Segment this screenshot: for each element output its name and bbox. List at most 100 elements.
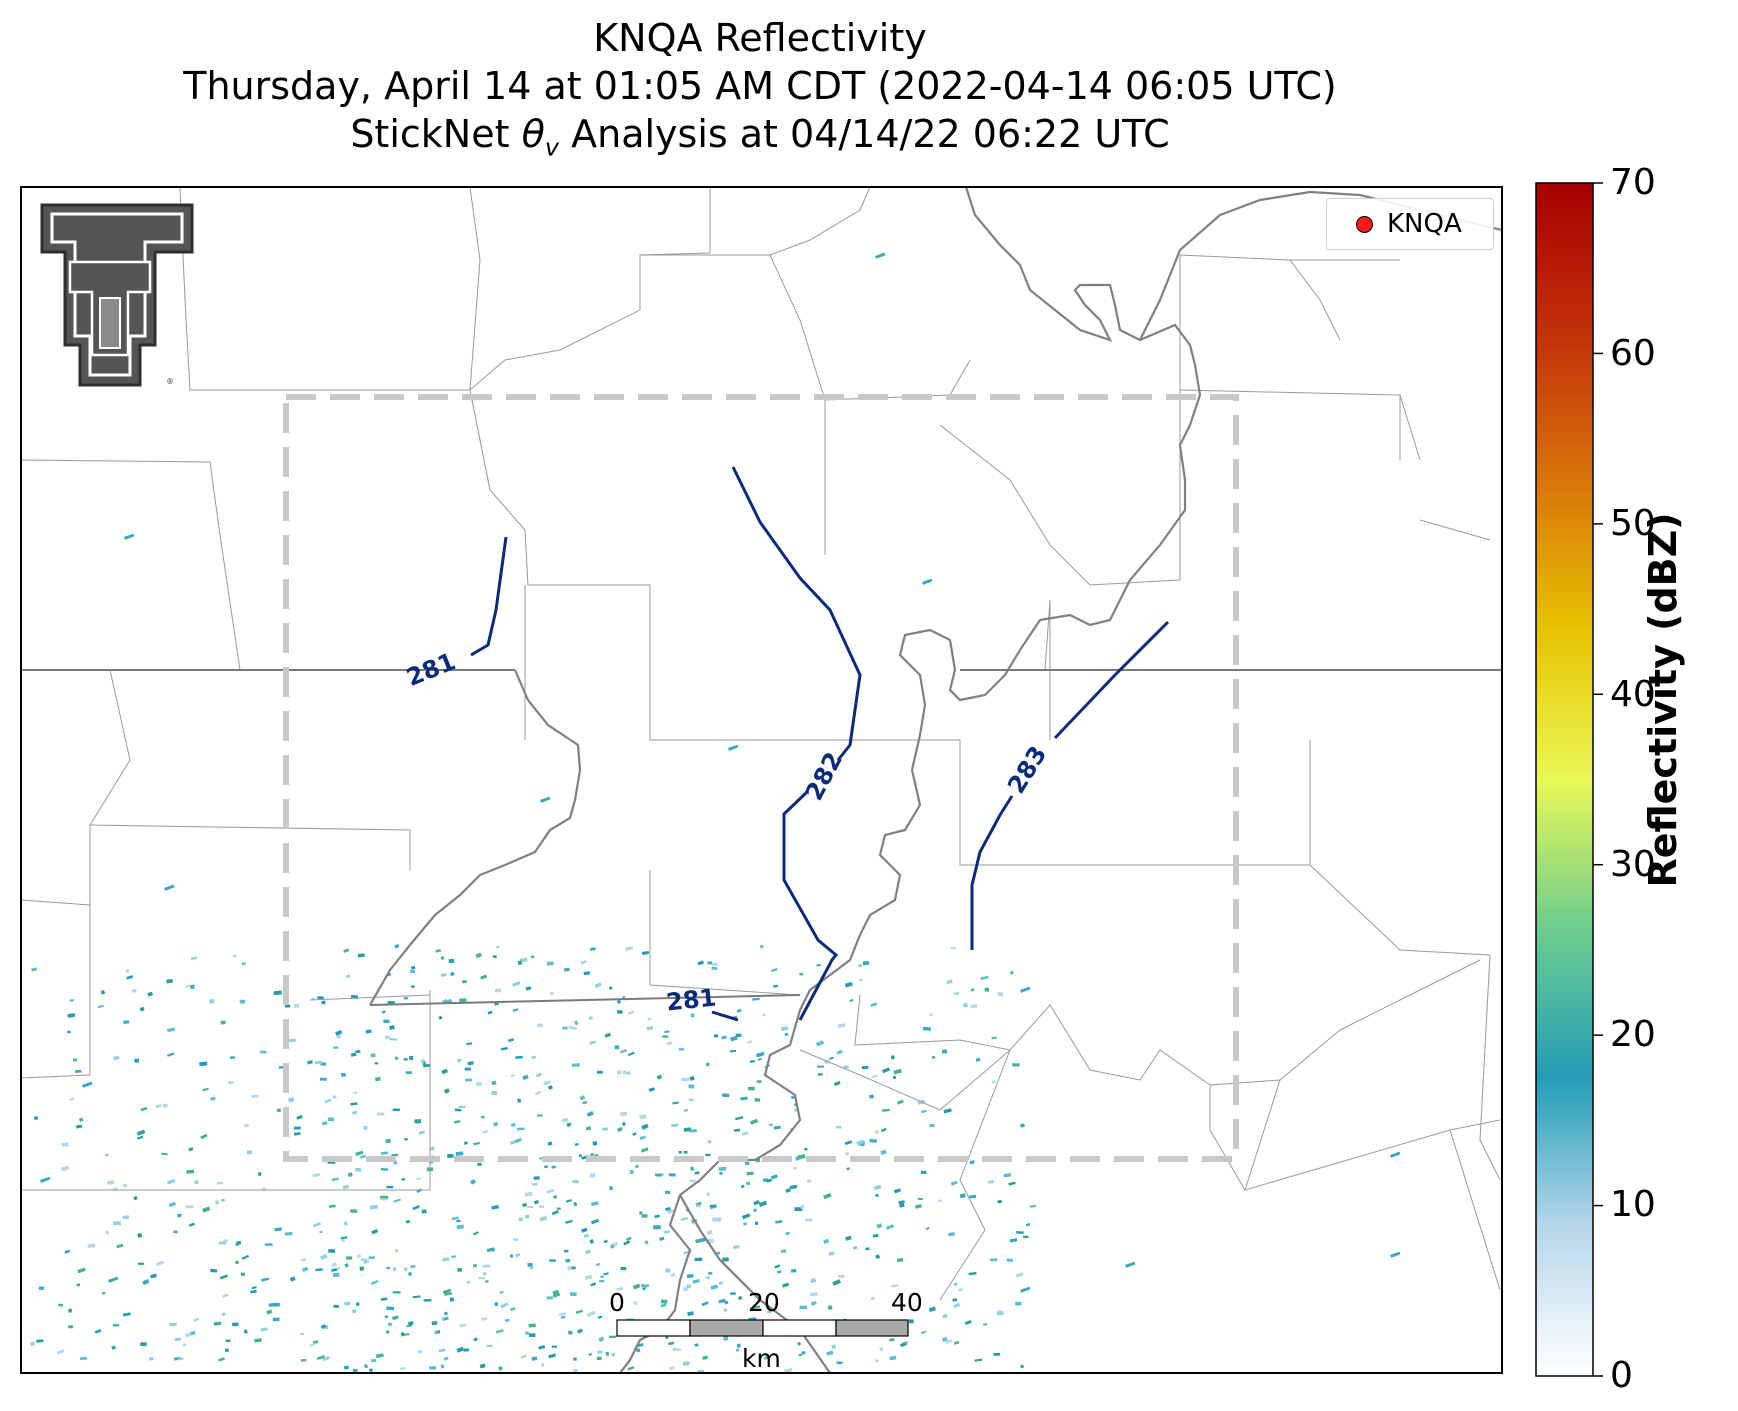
echo-pixel [984,987,990,992]
echo-pixel [872,1234,879,1238]
echo-pixel [533,1200,540,1205]
echo-pixel [319,1230,323,1234]
echo-pixel [392,1291,401,1294]
echo-pixel [136,1129,146,1136]
echo-pixel [983,1323,988,1326]
echo-pixel [108,1276,119,1283]
echo-pixel [360,1257,368,1262]
colorbar-tick-label: 40 [1610,674,1656,715]
echo-pixel [182,1343,187,1347]
echo-pixel [719,1171,723,1176]
echo-pixel [835,1125,842,1129]
echo-pixel [664,1030,670,1033]
title-line-2: Thursday, April 14 at 01:05 AM CDT (2022… [183,64,1337,108]
echo-pixel [494,988,502,993]
echo-pixel [942,1336,948,1342]
echo-pixel [882,1108,890,1112]
echo-pixel [584,1274,593,1281]
echo-pixel [387,1322,392,1326]
echo-pixel [574,1020,579,1026]
echo-pixel [730,1292,736,1295]
echo-pixel [393,1198,401,1203]
echo-pixel [482,1129,489,1134]
echo-pixel [210,1096,216,1101]
echo-pixel [40,1176,51,1183]
echo-pixel [950,947,956,950]
echo-pixel [352,1369,358,1373]
echo-pixel [515,1252,521,1258]
echo-pixel [386,1266,391,1270]
echo-pixel [1009,1238,1018,1243]
echo-pixel [169,1322,177,1327]
echo-pixel [727,744,739,751]
echo-pixel [112,1186,119,1192]
echo-pixel [705,1153,711,1157]
echo-pixel [123,1183,128,1188]
echo-pixel [101,1291,106,1295]
echo-pixel [221,1198,225,1202]
echo-pixel [507,1037,515,1043]
echo-pixel [653,1225,661,1230]
echo-pixel [870,1297,875,1301]
echo-pixel [434,1331,440,1334]
echo-pixel [223,1239,229,1242]
echo-pixel [789,1184,798,1190]
echo-pixel [797,1153,806,1160]
echo-pixel [254,1338,262,1343]
echo-pixel [293,1126,301,1130]
echo-pixel [718,1281,723,1286]
echo-pixel [333,1304,339,1308]
echo-pixel [371,1358,377,1363]
echo-pixel [478,1276,486,1280]
echo-pixel [784,1367,793,1373]
echo-pixel [641,1214,648,1218]
echo-pixel [33,1116,39,1121]
echo-pixel [558,1312,566,1316]
echo-pixel [665,1335,669,1340]
echo-pixel [567,1266,573,1271]
echo-pixel [552,1292,561,1298]
echo-pixel [380,1297,388,1301]
echo-pixel [384,1315,389,1319]
echo-pixel [744,1161,750,1165]
echo-pixel [639,1114,647,1120]
echo-pixel [915,1204,922,1209]
echo-pixel [343,1221,348,1226]
echo-pixel [603,1239,608,1244]
echo-pixel [832,1279,841,1286]
echo-pixel [616,1009,623,1014]
echo-pixel [243,1329,248,1334]
double-t-logo: ® [40,203,194,387]
echo-pixel [689,1179,696,1183]
title-line-3: StickNet θv Analysis at 04/14/22 06:22 U… [350,112,1170,162]
echo-pixel [598,1336,605,1342]
echo-pixel [122,1312,131,1317]
echo-pixel [608,986,613,990]
echo-pixel [692,1279,700,1284]
echo-pixel [199,1061,208,1067]
echo-pixel [549,1259,556,1263]
echo-pixel [417,1349,423,1354]
echo-pixel [274,1227,283,1232]
echo-pixel [221,1293,229,1298]
echo-pixel [873,1184,882,1191]
echo-pixel [520,1354,527,1359]
echo-pixel [896,1257,904,1263]
echo-pixel [623,1240,631,1246]
echo-pixel [826,1350,834,1356]
echo-pixel [950,1180,958,1186]
echo-pixel [465,1078,472,1082]
echo-pixel [565,1258,571,1263]
echo-pixel [229,1056,235,1059]
echo-pixel [458,1105,466,1108]
echo-pixel [543,1080,551,1086]
echo-pixel [527,1262,533,1267]
echo-pixel [823,1238,830,1244]
echo-pixel [782,1282,790,1288]
echo-pixel [355,1167,362,1172]
echo-pixel [667,1208,674,1214]
echo-pixel [776,1270,782,1274]
echo-pixel [200,1133,208,1140]
scale-unit-label: km [742,1344,781,1373]
echo-pixel [454,1120,461,1124]
